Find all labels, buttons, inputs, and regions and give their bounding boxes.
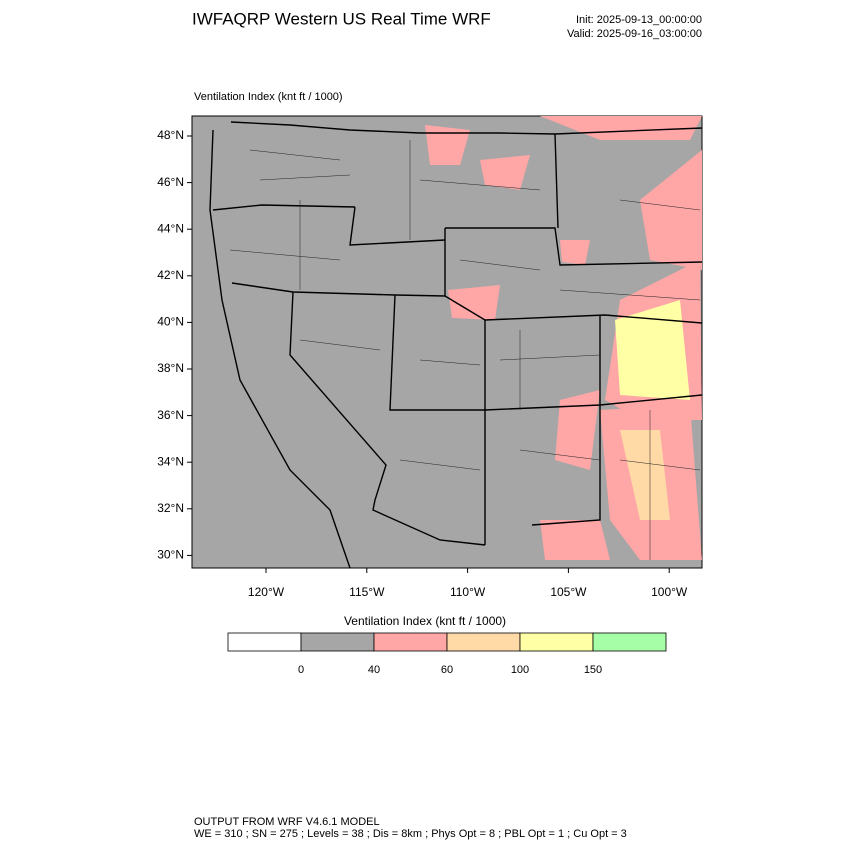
colorbar-level: 100: [511, 664, 529, 676]
lon-label: 100°W: [651, 585, 688, 599]
colorbar-level: 150: [584, 664, 602, 676]
lat-label: 40°N: [157, 315, 184, 329]
colorbar-title: Ventilation Index (knt ft / 1000): [344, 614, 506, 628]
field: [425, 116, 702, 560]
map: [191, 115, 703, 569]
footer-line1: OUTPUT FROM WRF V4.6.1 MODEL: [194, 816, 380, 828]
field-label: Ventilation Index (knt ft / 1000): [194, 91, 343, 103]
lat-label: 42°N: [157, 268, 184, 282]
colorbar-swatch: [227, 632, 302, 652]
colorbar-swatch: [592, 632, 667, 652]
lat-label: 46°N: [157, 175, 184, 189]
lat-label: 34°N: [157, 454, 184, 468]
colorbar-swatch: [373, 632, 448, 652]
boundaries: [209, 121, 702, 568]
colorbar-swatch: [519, 632, 594, 652]
colorbar-swatch: [446, 632, 521, 652]
colorbar-level: 60: [441, 664, 453, 676]
lon-label: 120°W: [248, 585, 285, 599]
lat-label: 48°N: [157, 128, 184, 142]
lon-label: 110°W: [450, 585, 486, 599]
colorbar-swatch: [300, 632, 375, 652]
lon-label: 115°W: [349, 585, 385, 599]
lat-label: 32°N: [157, 501, 184, 515]
lat-label: 38°N: [157, 361, 184, 375]
title: IWFAQRP Western US Real Time WRF: [192, 9, 491, 28]
lat-label: 30°N: [157, 548, 184, 562]
lat-label: 36°N: [157, 408, 184, 422]
colorbar-level: 40: [368, 664, 380, 676]
valid-time: Valid: 2025-09-16_03:00:00: [567, 28, 702, 40]
footer-line2: WE = 310 ; SN = 275 ; Levels = 38 ; Dis …: [194, 828, 627, 840]
lat-label: 44°N: [157, 221, 184, 235]
lon-label: 105°W: [550, 585, 587, 599]
colorbar-level: 0: [298, 664, 304, 676]
init-time: Init: 2025-09-13_00:00:00: [576, 14, 702, 26]
